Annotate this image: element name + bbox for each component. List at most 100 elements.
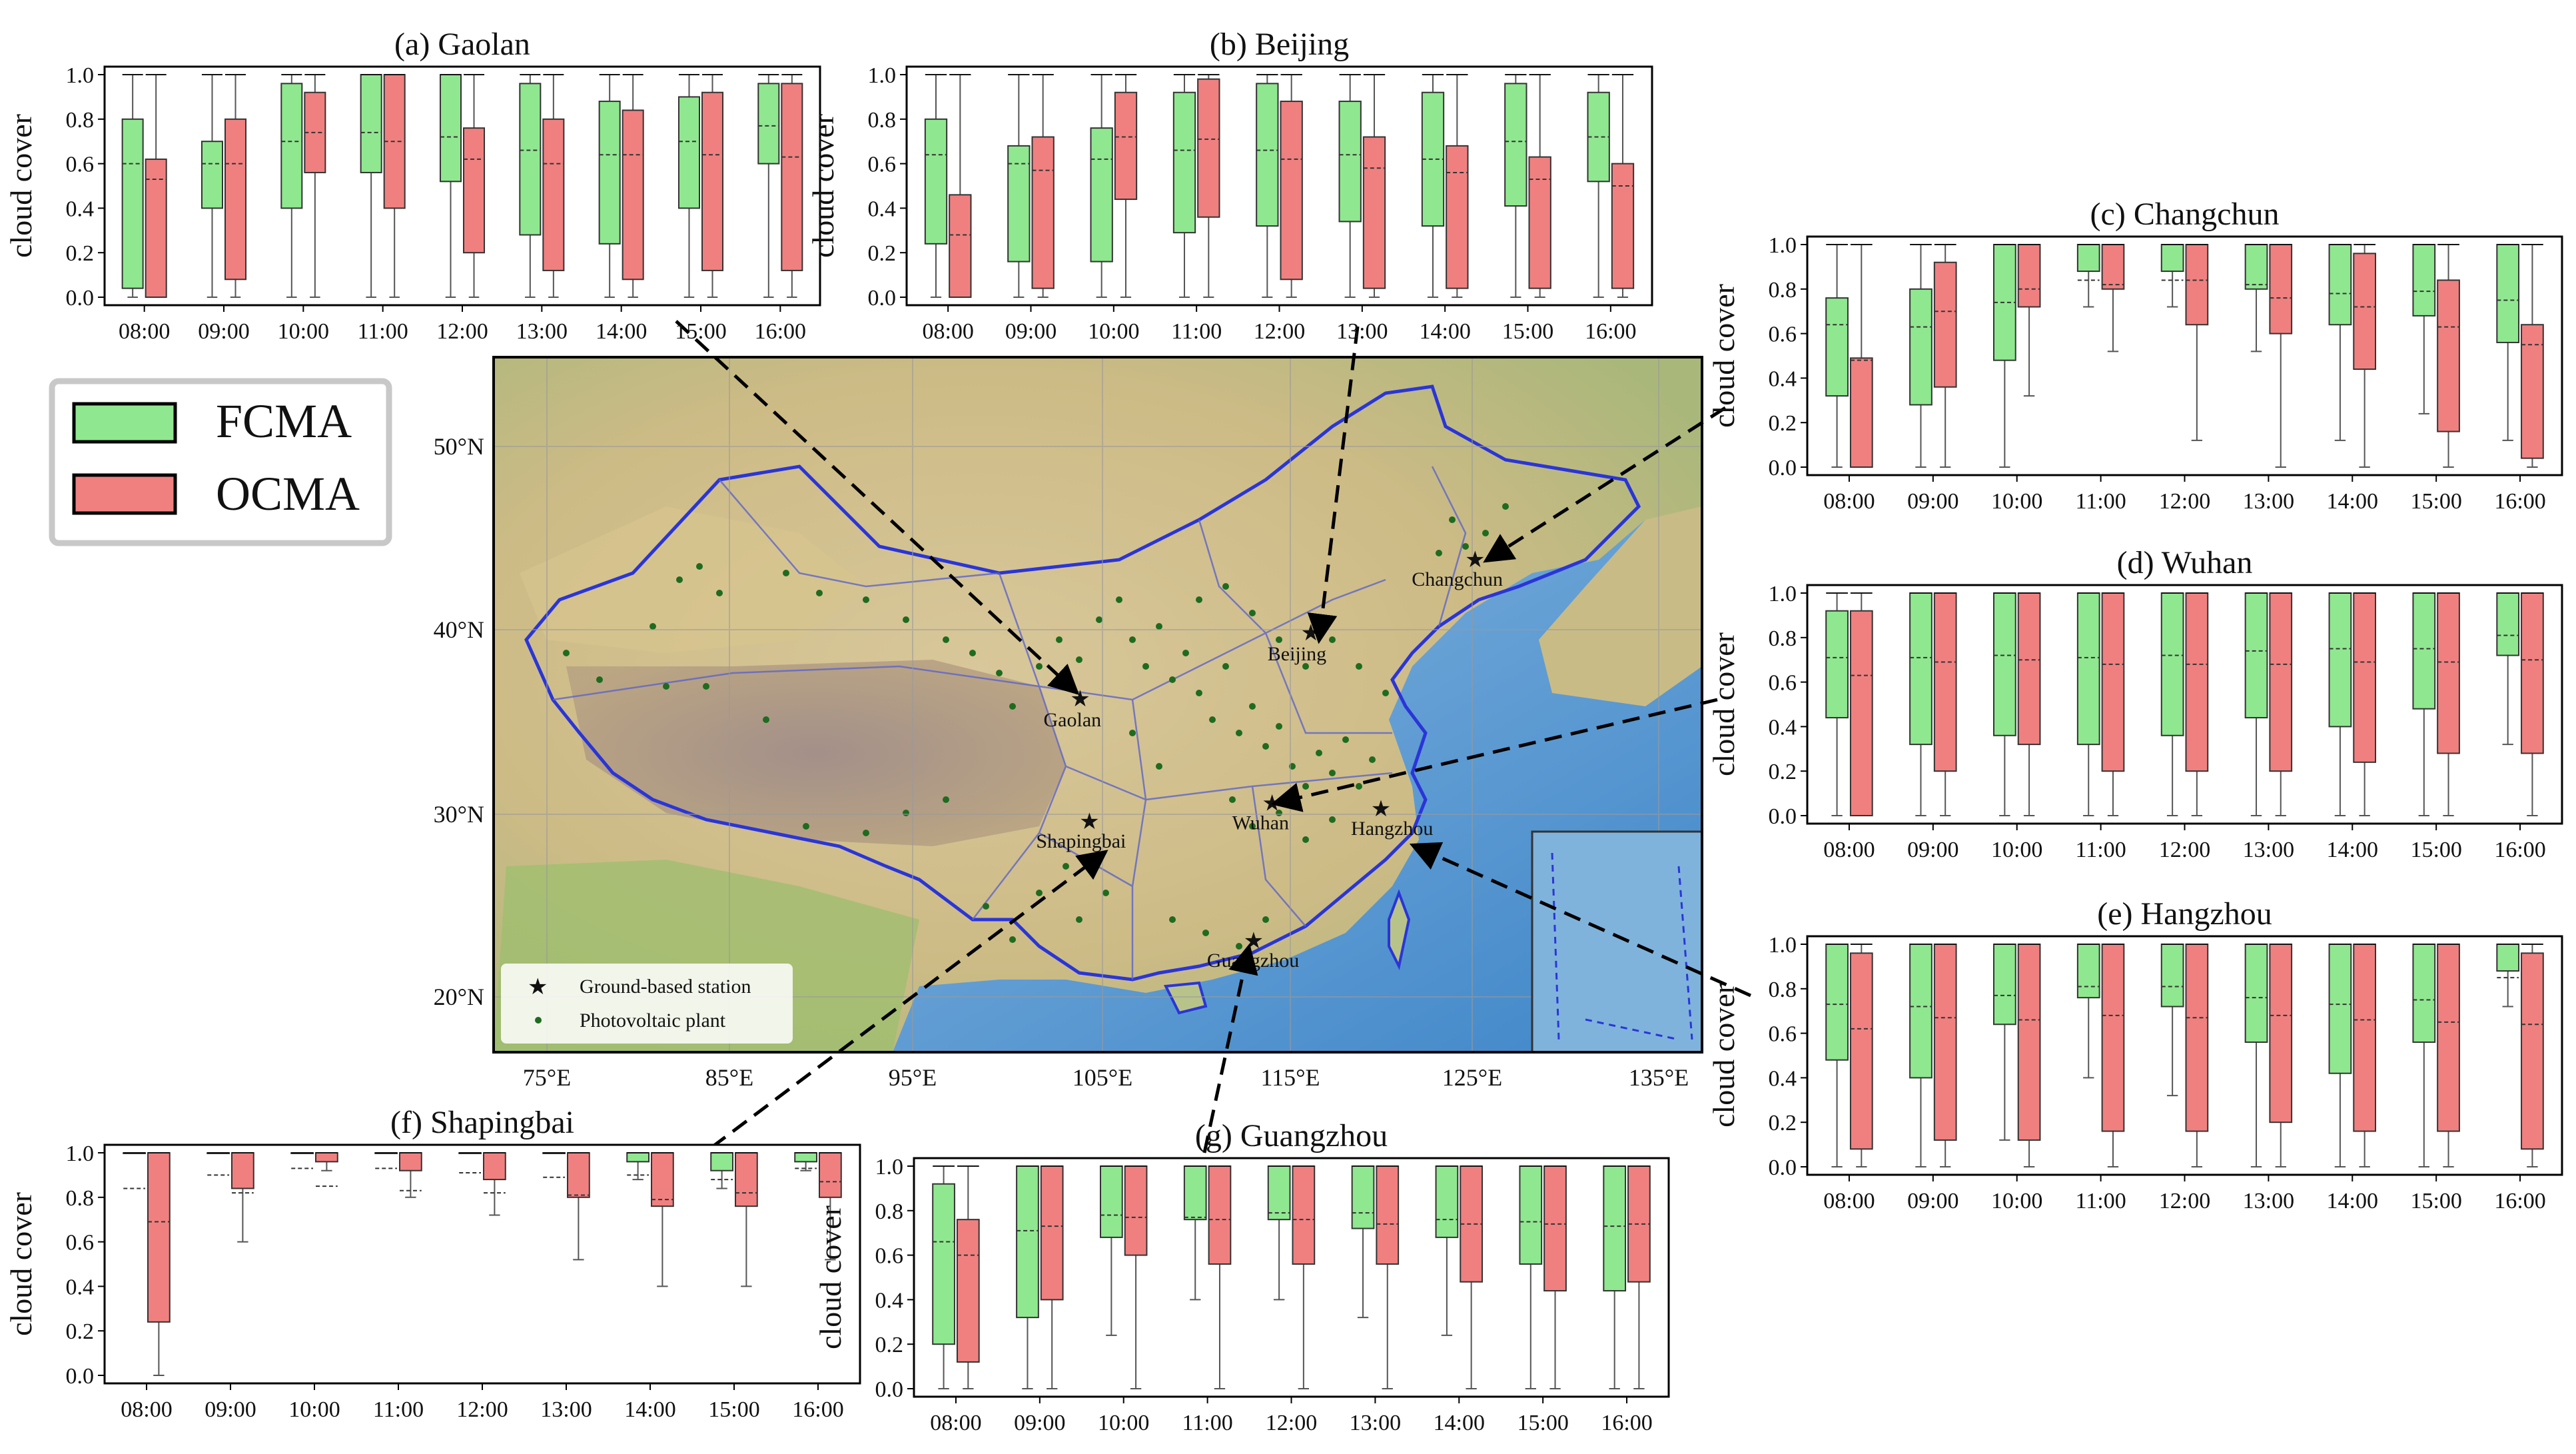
panel-title: (f) Shapingbai	[390, 1105, 574, 1140]
map-legend-label-pv: Photovoltaic plant	[580, 1010, 726, 1032]
panel-frame	[1806, 235, 2563, 476]
boxplot-panel: (e) Hangzhou cloud cover 0.0 0.2 0.4 0.6 0.8 1.…	[1707, 896, 2563, 1213]
hainan-island	[1163, 981, 1208, 1015]
box-fcma	[121, 118, 144, 289]
arrow-hangzhou	[1409, 842, 1752, 998]
x-tick-label: 11:00	[1171, 319, 1222, 344]
box-ocma	[399, 1152, 422, 1171]
box-fcma	[1183, 1165, 1207, 1221]
x-tick-label: 14:00	[1434, 1411, 1485, 1435]
y-tick-label: 0.6	[875, 1244, 904, 1269]
x-tick-label: 14:00	[2327, 838, 2378, 862]
box-ocma	[1197, 78, 1220, 218]
south-china-sea-inset	[1531, 830, 1703, 1054]
map-xinjiang-basin	[520, 506, 866, 653]
lon-label: 125°E	[1442, 1064, 1502, 1091]
box-fcma	[1909, 592, 1932, 746]
station-legend-marker: ★	[528, 975, 548, 1000]
box-ocma	[542, 118, 565, 271]
x-tick-label: 09:00	[1005, 319, 1057, 344]
y-tick-label: 0.4	[875, 1288, 904, 1313]
box-ocma	[224, 118, 247, 281]
box-ocma	[147, 1152, 171, 1323]
boxplot-panel: (f) Shapingbai cloud cover 0.0 0.2 0.4 0.6 0.8…	[4, 1105, 861, 1422]
box-ocma	[2269, 592, 2293, 772]
x-tick-label: 08:00	[119, 319, 170, 344]
box-fcma	[1099, 1165, 1123, 1238]
box-fcma	[1909, 288, 1932, 406]
box-ocma	[622, 109, 644, 281]
box-fcma	[201, 141, 223, 209]
x-tick-label: 15:00	[2410, 489, 2461, 514]
station-label: Changchun	[1412, 568, 1503, 590]
x-tick-label: 16:00	[2494, 1189, 2545, 1213]
x-tick-label: 13:00	[2243, 838, 2294, 862]
box-ocma	[956, 1219, 980, 1363]
y-tick-label: 0.2	[66, 241, 95, 266]
x-tick-label: 11:00	[358, 319, 408, 344]
panel-title: (e) Hangzhou	[2097, 896, 2272, 932]
x-tick-label: 14:00	[2327, 489, 2378, 514]
box-ocma	[781, 83, 803, 271]
box-fcma	[2244, 944, 2268, 1043]
y-tick-label: 0.2	[66, 1319, 95, 1344]
box-fcma	[1825, 297, 1849, 397]
box-ocma	[2521, 324, 2544, 459]
y-tick-label: 0.2	[1769, 760, 1797, 784]
box-ocma	[567, 1152, 590, 1198]
box-ocma	[1376, 1165, 1400, 1265]
x-tick-label: 16:00	[2494, 489, 2545, 514]
y-tick-label: 0.8	[868, 108, 897, 133]
box-ocma	[463, 127, 486, 254]
y-tick-label: 0.8	[1769, 978, 1797, 1002]
box-fcma	[2496, 944, 2520, 972]
box-fcma	[2328, 944, 2352, 1074]
box-fcma	[280, 83, 303, 209]
legend-label-ocma: OCMA	[216, 467, 360, 520]
station-label: Beijing	[1268, 643, 1326, 665]
y-tick-label: 0.0	[66, 1364, 95, 1389]
x-tick-label: 16:00	[1585, 319, 1636, 344]
station-label: Wuhan	[1232, 812, 1289, 834]
y-tick-label: 0.0	[1769, 1155, 1797, 1180]
station-marker: ★	[1079, 810, 1099, 834]
x-tick-label: 14:00	[624, 1397, 675, 1422]
box-fcma	[1007, 145, 1031, 263]
box-fcma	[757, 83, 780, 165]
x-tick-label: 14:00	[596, 319, 647, 344]
box-ocma	[2101, 592, 2125, 772]
box-ocma	[145, 158, 167, 298]
panel-title: (b) Beijing	[1210, 27, 1349, 62]
box-ocma	[1446, 145, 1469, 289]
box-fcma	[1603, 1165, 1627, 1292]
x-tick-label: 12:00	[456, 1397, 508, 1422]
box-ocma	[1849, 610, 1873, 816]
x-tick-label: 16:00	[755, 319, 806, 344]
box-ocma	[2185, 944, 2209, 1132]
y-tick-label: 1.0	[1769, 233, 1797, 258]
nine-dash-line	[1551, 852, 1693, 1041]
x-tick-label: 08:00	[1823, 1189, 1875, 1213]
map-land	[494, 357, 1702, 1052]
map-lat-labels: 50°N 40°N 30°N 20°N	[434, 433, 484, 1010]
arrow-guangzhou	[1202, 943, 1258, 1153]
x-tick-label: 11:00	[2076, 838, 2126, 862]
box-fcma	[677, 96, 700, 209]
box-ocma	[2353, 253, 2377, 370]
box-fcma	[1825, 944, 1849, 1061]
x-tick-label: 08:00	[1823, 489, 1875, 514]
station-label: Gaolan	[1044, 709, 1102, 731]
y-tick-label: 0.6	[66, 153, 95, 177]
taiwan-island	[1388, 889, 1411, 970]
box-fcma	[2244, 592, 2268, 719]
box-fcma	[1351, 1165, 1375, 1229]
lon-label: 85°E	[705, 1064, 753, 1091]
panel-frame	[103, 65, 821, 307]
box-fcma	[439, 74, 462, 183]
x-tick-label: 12:00	[1254, 319, 1305, 344]
box-fcma	[1825, 610, 1849, 719]
panel-title: (c) Changchun	[2090, 197, 2280, 232]
y-tick-label: 0.8	[66, 108, 95, 133]
panel-frame	[913, 1157, 1670, 1398]
